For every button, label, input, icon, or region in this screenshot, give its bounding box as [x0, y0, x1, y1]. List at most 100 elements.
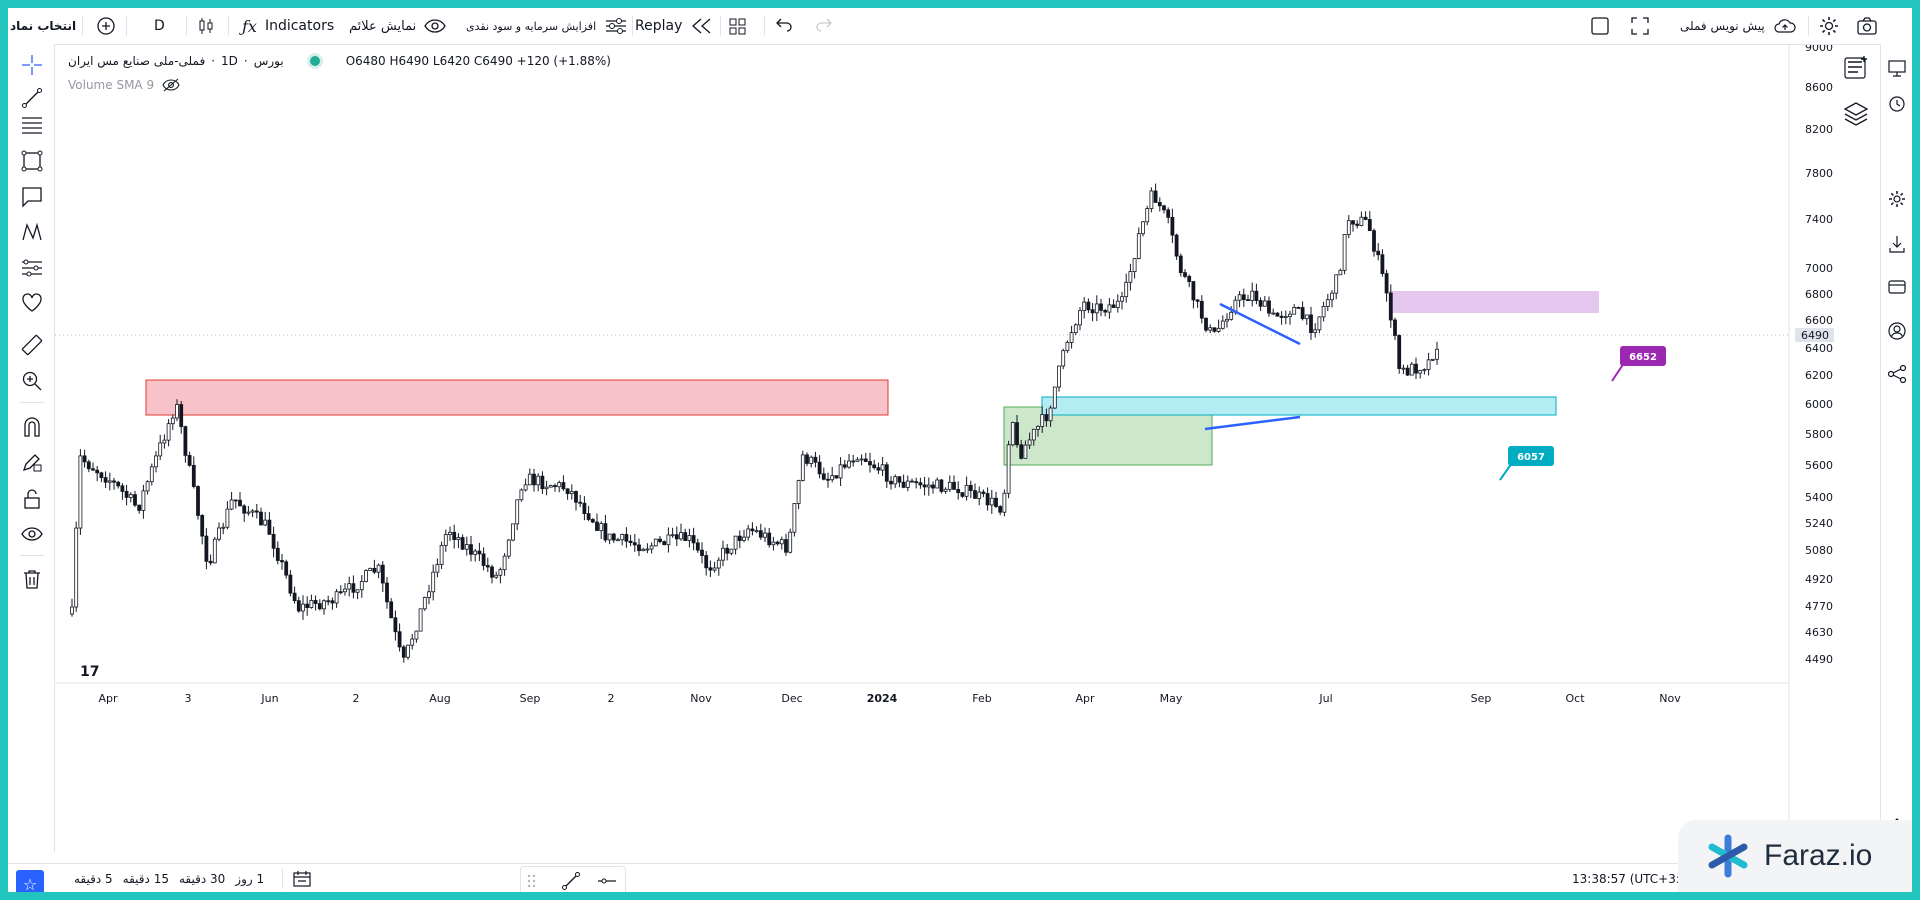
card-icon[interactable]	[1887, 277, 1907, 297]
settings-gear-icon[interactable]	[1887, 189, 1907, 209]
prenote-button[interactable]: پیش نویس فملی	[1680, 8, 1797, 44]
floating-drawing-toolbar	[520, 866, 626, 892]
pattern-tool-icon[interactable]	[21, 221, 43, 243]
user-icon[interactable]	[1887, 321, 1907, 341]
fullscreen-button[interactable]	[1630, 8, 1650, 44]
drag-handle-icon[interactable]	[527, 874, 537, 888]
candle-body	[805, 454, 809, 464]
candle-body	[561, 482, 566, 490]
crosshair-icon[interactable]	[21, 54, 43, 76]
candle-body	[1199, 300, 1204, 319]
trendline-quick-icon[interactable]	[561, 872, 581, 890]
prenote-label: پیش نویس فملی	[1680, 19, 1765, 33]
show-signals-button[interactable]: نمایش علائم	[349, 8, 446, 44]
triangle-upper-line[interactable]	[1219, 302, 1301, 346]
chart-type-button[interactable]	[196, 8, 216, 44]
candle-body	[973, 490, 977, 499]
interval-button[interactable]: D	[154, 8, 165, 44]
candle-body	[246, 511, 251, 514]
price-callout-box[interactable]	[1620, 346, 1666, 366]
range-5m[interactable]: 5 دقیقه	[74, 871, 113, 886]
candle-body	[313, 600, 318, 604]
undo-button[interactable]	[774, 8, 794, 44]
prediction-tool-icon[interactable]	[21, 257, 43, 279]
fullscreen-box-button[interactable]	[1590, 8, 1610, 44]
symbol-select-button[interactable]: انتخاب نماد	[9, 19, 77, 33]
market-status-dot	[309, 56, 320, 66]
candle-body	[506, 539, 511, 557]
layers-icon[interactable]	[1842, 100, 1870, 128]
candle-body	[1078, 310, 1082, 326]
resistance-zone-purple[interactable]	[1389, 291, 1599, 313]
candle-body	[859, 458, 864, 461]
trendline-icon[interactable]	[21, 87, 43, 109]
trash-icon[interactable]	[21, 568, 43, 590]
candle-body	[725, 547, 730, 554]
settings-button[interactable]	[1818, 8, 1840, 44]
favorites-button[interactable]: ☆	[16, 870, 44, 892]
volume-legend: Volume SMA 9	[68, 78, 180, 92]
supply-zone-red[interactable]	[145, 379, 889, 416]
goto-date-button[interactable]	[292, 864, 312, 892]
monitor-icon[interactable]	[1887, 58, 1907, 78]
alarm-icon[interactable]	[1887, 94, 1907, 114]
candle-body	[582, 502, 587, 515]
ruler-icon[interactable]	[21, 334, 43, 356]
candle-body	[1325, 299, 1330, 307]
tradingview-logo[interactable]: 17	[80, 664, 99, 680]
hide-drawings-icon[interactable]	[21, 523, 43, 545]
candle-body	[1338, 269, 1343, 276]
time-tick-label: 3	[185, 692, 192, 705]
candle-body	[721, 547, 725, 561]
price-callout-box[interactable]	[1508, 446, 1554, 466]
candle-body	[897, 476, 902, 483]
object-tree-icon[interactable]	[1842, 54, 1870, 82]
candle-body	[1309, 314, 1313, 333]
horizontal-line-icon[interactable]	[596, 872, 618, 890]
price-chart[interactable]: 9000 8600 8200 7800 7400 7000 6800 6600 6400 6200…	[55, 45, 1834, 851]
redo-button[interactable]	[814, 8, 834, 44]
legend-dot-separator: ·	[211, 54, 216, 68]
candle-body	[284, 561, 289, 576]
candle-body	[70, 606, 74, 615]
download-icon[interactable]	[1887, 234, 1907, 254]
candle-body	[1296, 307, 1301, 309]
candle-body	[1107, 304, 1112, 313]
screenshot-button[interactable]	[1856, 8, 1878, 44]
candle-body	[994, 497, 998, 507]
callout-tool-icon[interactable]	[21, 186, 43, 208]
candle-body	[758, 530, 763, 538]
candle-body	[477, 550, 482, 555]
capital-increase-button[interactable]: افزایش سرمایه و سود نقدی	[466, 8, 628, 44]
range-30m[interactable]: 30 دقیقه	[178, 871, 226, 886]
candle-body	[179, 404, 184, 428]
share-icon[interactable]	[1887, 364, 1907, 384]
support-zone-cyan[interactable]	[1041, 396, 1557, 416]
magnet-icon[interactable]	[21, 416, 43, 438]
candle-body	[406, 644, 410, 658]
replay-button[interactable]: Replay	[635, 8, 712, 44]
indicators-button[interactable]: ƒx Indicators	[242, 8, 334, 44]
symbol-name[interactable]: فملی-ملی صنایع مس ایران	[68, 54, 206, 68]
candle-body	[1099, 303, 1103, 311]
clock-display[interactable]: 13:38:57 (UTC+3:3	[1572, 864, 1688, 892]
range-1d[interactable]: 1 روز	[235, 871, 265, 886]
candle-body	[947, 481, 952, 490]
candle-body	[985, 493, 990, 506]
layout-button[interactable]	[728, 8, 748, 44]
fib-retracement-icon[interactable]	[21, 114, 43, 136]
zoom-in-icon[interactable]	[21, 370, 43, 392]
range-15m[interactable]: 15 دقیقه	[122, 871, 169, 886]
unlock-icon[interactable]	[21, 488, 43, 510]
rectangle-tool-icon[interactable]	[21, 150, 43, 172]
candle-body	[880, 464, 885, 471]
eye-off-icon[interactable]	[162, 78, 180, 92]
lock-drawing-icon[interactable]	[21, 451, 43, 473]
candle-body	[1069, 332, 1074, 343]
add-symbol-button[interactable]	[96, 8, 116, 44]
heart-icon[interactable]	[21, 292, 43, 314]
volume-indicator-label[interactable]: Volume SMA 9	[68, 78, 155, 92]
candle-body	[74, 527, 79, 608]
candle-body	[884, 464, 889, 482]
triangle-lower-line[interactable]	[1204, 415, 1301, 431]
